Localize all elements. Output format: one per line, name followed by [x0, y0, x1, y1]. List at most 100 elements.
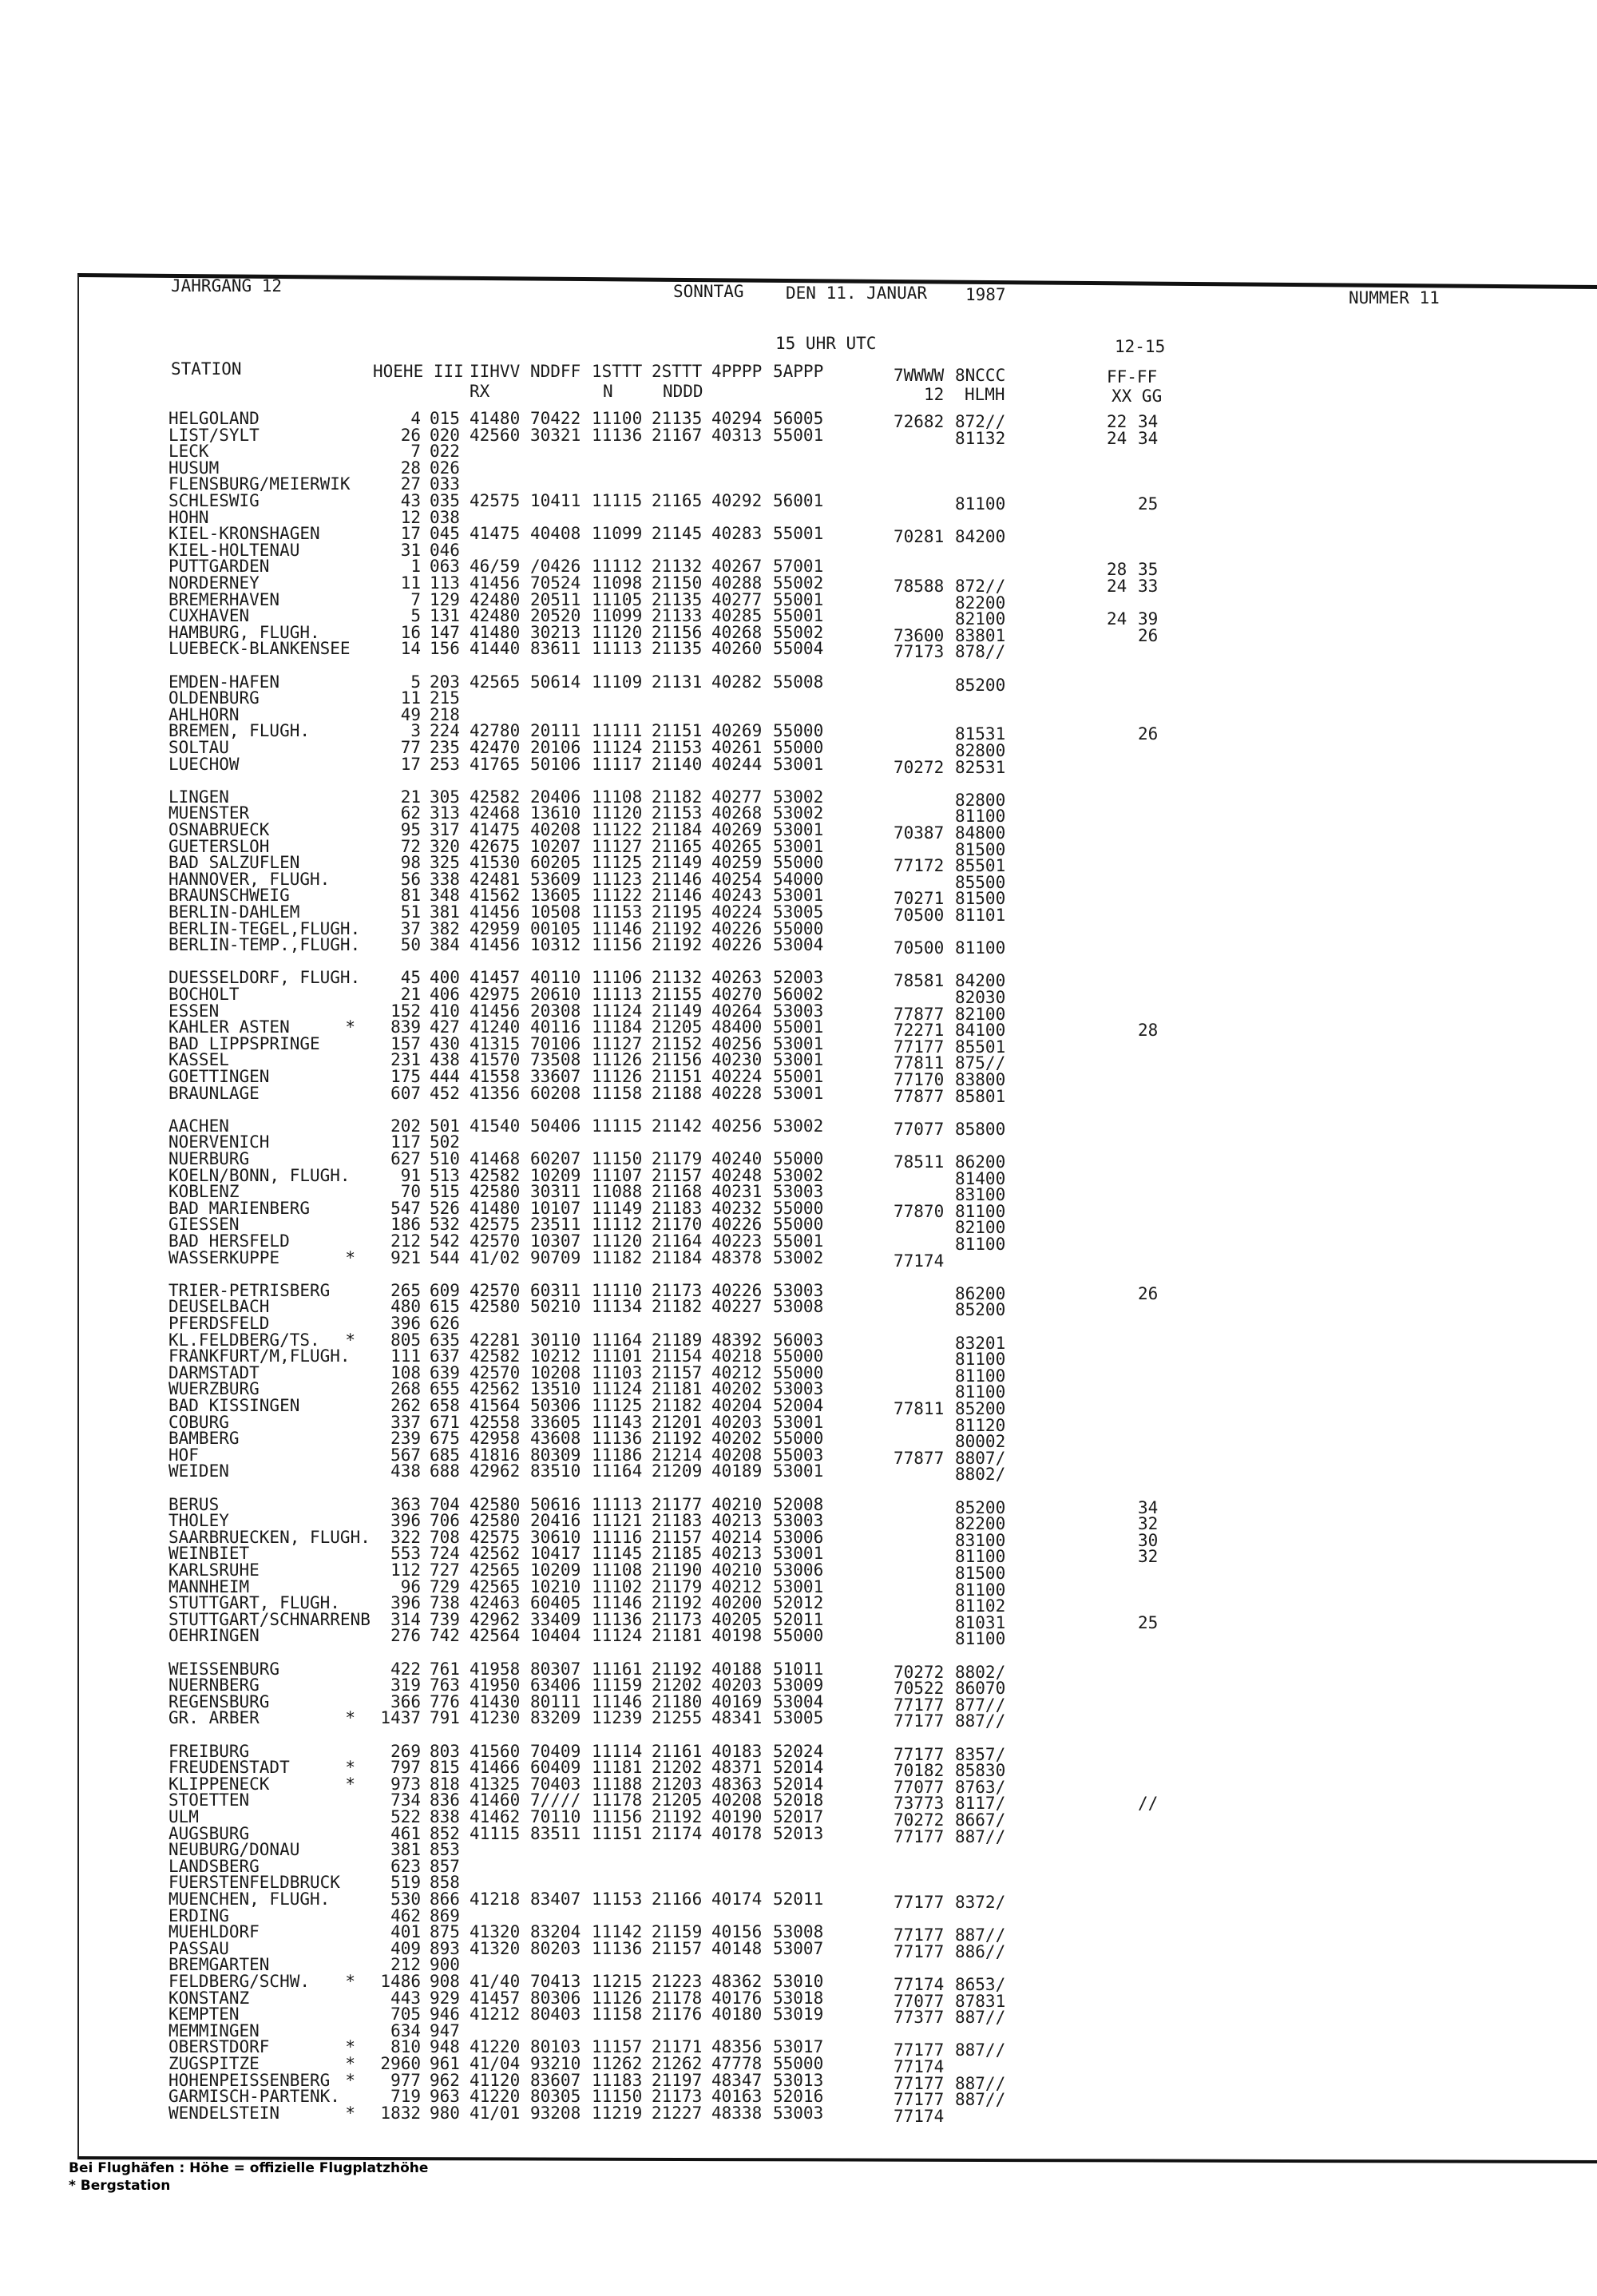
cell-p4: 48363 [711, 1774, 763, 1794]
cell-hoehe: 553 [390, 1544, 421, 1564]
station-name: NORDERNEY [168, 573, 260, 593]
cell-s1: 11099 [592, 606, 643, 626]
cell-nddff: 20111 [530, 721, 581, 741]
cell-iihvv: 42558 [470, 1412, 521, 1432]
cell-n8: 82100 [955, 609, 1006, 629]
station-name: BREMERHAVEN [168, 589, 280, 609]
cell-w7: 77177 [894, 2073, 945, 2093]
cell-hoehe: 366 [390, 1691, 421, 1711]
cell-iii: 218 [430, 704, 460, 724]
cell-nddff: 10307 [530, 1231, 581, 1251]
cell-nddff: 20308 [530, 1001, 581, 1021]
mountain-station-mark: * [345, 2037, 355, 2057]
cell-a5: 55001 [773, 1067, 824, 1086]
cell-w7: 70522 [894, 1679, 945, 1699]
cell-p4: 48356 [711, 2037, 763, 2057]
col-ff-sub: XX GG [1112, 387, 1163, 406]
cell-s2: 21209 [652, 1461, 703, 1481]
cell-w7: 77077 [894, 1119, 945, 1139]
cell-p4: 40169 [711, 1691, 763, 1711]
cell-n8: 85830 [955, 1761, 1006, 1781]
cell-hoehe: 381 [390, 1840, 421, 1860]
cell-s2: 21149 [652, 853, 703, 873]
cell-iii: 724 [430, 1544, 460, 1564]
cell-a5: 53017 [773, 2037, 824, 2057]
mountain-station-mark: * [345, 2054, 355, 2073]
cell-iii: 224 [430, 721, 460, 741]
cell-a5: 55001 [773, 606, 824, 626]
station-name: HOF [168, 1445, 199, 1465]
cell-nddff: 33409 [530, 1609, 581, 1629]
cell-p4: 40212 [711, 1362, 763, 1382]
cell-gg: 25 [1138, 1612, 1159, 1632]
cell-s1: 11149 [592, 1198, 643, 1218]
cell-n8: 81100 [955, 1382, 1006, 1402]
cell-a5: 55001 [773, 524, 824, 544]
cell-n8: 85801 [955, 1086, 1006, 1106]
cell-iihvv: 42962 [470, 1609, 521, 1629]
cell-ff: 24 [1107, 609, 1127, 629]
cell-s1: 11146 [592, 1593, 643, 1613]
cell-iii: 706 [430, 1511, 460, 1531]
cell-s1: 11124 [592, 1379, 643, 1399]
cell-p4: 47778 [711, 2054, 763, 2073]
cell-w7: 77172 [894, 856, 945, 876]
col-ff: FF-FF [1107, 367, 1158, 387]
cell-a5: 55000 [773, 918, 824, 938]
cell-p4: 40208 [711, 1445, 763, 1465]
cell-s2: 21183 [652, 1511, 703, 1531]
cell-n8: 85200 [955, 1300, 1006, 1320]
station-name: KONSTANZ [168, 1988, 250, 2008]
cell-nddff: 83611 [530, 639, 581, 659]
cell-w7: 77177 [894, 2040, 945, 2060]
cell-s1: 11239 [592, 1708, 643, 1728]
cell-n8: 872// [955, 412, 1006, 431]
cell-nddff: 83510 [530, 1461, 581, 1481]
station-name: WUERZBURG [168, 1379, 260, 1399]
cell-a5: 55008 [773, 672, 824, 692]
cell-iihvv: 41540 [470, 1116, 521, 1136]
cell-hoehe: 1437 [380, 1708, 421, 1728]
cell-hoehe: 12 [400, 507, 421, 527]
cell-iii: 704 [430, 1494, 460, 1514]
cell-nddff: 7//// [530, 1790, 581, 1810]
cell-iii: 410 [430, 1001, 460, 1021]
cell-a5: 52014 [773, 1758, 824, 1778]
cell-iii: 869 [430, 1905, 460, 1925]
cell-a5: 56002 [773, 985, 824, 1004]
cell-p4: 40277 [711, 787, 763, 807]
cell-iii: 113 [430, 573, 460, 593]
cell-hoehe: 157 [390, 1033, 421, 1053]
cell-n8: 81100 [955, 938, 1006, 958]
station-name: BERUS [168, 1494, 220, 1514]
cell-hoehe: 547 [390, 1198, 421, 1218]
cell-iii: 320 [430, 836, 460, 856]
cell-hoehe: 522 [390, 1807, 421, 1826]
cell-s2: 21131 [652, 672, 703, 692]
cell-iii: 026 [430, 458, 460, 478]
cell-hoehe: 797 [390, 1758, 421, 1778]
cell-s2: 21188 [652, 1083, 703, 1103]
cell-nddff: 50106 [530, 754, 581, 774]
cell-s1: 11219 [592, 2103, 643, 2123]
mountain-station-mark: * [345, 2070, 355, 2090]
cell-s2: 21185 [652, 1544, 703, 1564]
cell-p4: 40227 [711, 1297, 763, 1317]
cell-a5: 53001 [773, 820, 824, 839]
cell-s2: 21132 [652, 968, 703, 988]
cell-hoehe: 401 [390, 1922, 421, 1942]
cell-a5: 56001 [773, 491, 824, 510]
col-1sttt-sub: N [603, 382, 613, 401]
cell-s2: 21181 [652, 1379, 703, 1399]
cell-hoehe: 81 [400, 886, 421, 906]
cell-n8: 82030 [955, 988, 1006, 1007]
cell-p4: 40244 [711, 754, 763, 774]
cell-iii: 626 [430, 1314, 460, 1333]
cell-a5: 53001 [773, 1461, 824, 1481]
cell-iihvv: 41120 [470, 2070, 521, 2090]
cell-hoehe: 973 [390, 1774, 421, 1794]
col-hoehe-iii: HOEHE III [373, 362, 464, 381]
cell-iihvv: 42564 [470, 1626, 521, 1646]
cell-n8: 8357/ [955, 1744, 1006, 1764]
cell-nddff: 50614 [530, 672, 581, 692]
